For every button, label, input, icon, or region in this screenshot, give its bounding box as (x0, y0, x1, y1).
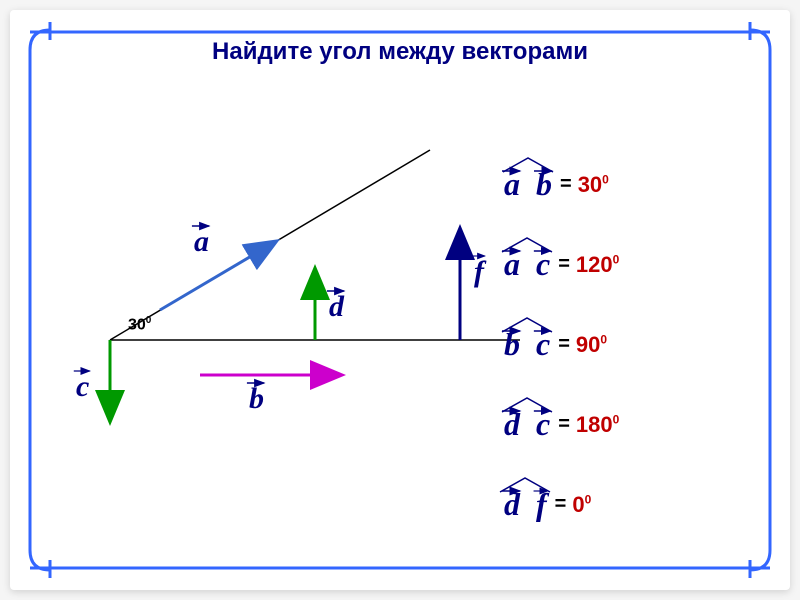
arrow-over-icon (532, 246, 554, 256)
equals-sign: = (558, 333, 570, 356)
degree-superscript: 0 (146, 315, 152, 326)
arrow-over-icon (325, 286, 348, 296)
label-f: f (470, 255, 488, 289)
answer-value: 1800 (576, 412, 619, 438)
arrow-over-icon (532, 166, 556, 176)
answer-value: 300 (578, 172, 609, 198)
arrow-over-icon (500, 166, 524, 176)
arrow-over-icon (532, 326, 554, 336)
arrow-over-icon (245, 378, 268, 388)
arrow-over-icon (532, 406, 554, 416)
vector-pair: d f (500, 488, 551, 520)
arrow-over-icon (500, 486, 524, 496)
arrow-over-icon (532, 486, 551, 496)
label-a: a (190, 225, 213, 259)
equals-sign: = (555, 493, 567, 516)
answer-value: 1200 (576, 252, 619, 278)
equals-sign: = (558, 253, 570, 276)
answer-row: d c = 1800 (500, 360, 730, 440)
answer-row: a b = 300 (500, 120, 730, 200)
arrow-over-icon (500, 326, 524, 336)
angle-label: 300 (128, 315, 151, 334)
answer-row: b c = 900 (500, 280, 730, 360)
arrow-over-icon (470, 251, 488, 261)
answers-column: a b = 300 a c = 1200 b c (500, 120, 730, 520)
arrow-over-icon (500, 246, 524, 256)
label-b: b (245, 382, 268, 416)
arrow-over-icon (72, 366, 93, 376)
label-d: d (325, 290, 348, 324)
answer-row: a c = 1200 (500, 200, 730, 280)
diagram-svg (50, 140, 520, 440)
equals-sign: = (560, 173, 572, 196)
vector-pair: b c (500, 328, 554, 360)
vector-pair: a c (500, 248, 554, 280)
answer-value: 00 (572, 492, 591, 518)
vector-pair: d c (500, 408, 554, 440)
arrow-over-icon (190, 221, 213, 231)
vector-pair: a b (500, 168, 556, 200)
vector-a (160, 242, 275, 310)
equals-sign: = (558, 413, 570, 436)
answer-value: 900 (576, 332, 607, 358)
vector-diagram: 300 a b c d (50, 140, 520, 440)
label-c: c (72, 370, 93, 404)
answer-row: d f = 00 (500, 440, 730, 520)
arrow-over-icon (500, 406, 524, 416)
page-title: Найдите угол между векторами (10, 38, 790, 66)
slide-card: Найдите угол между векторами (10, 10, 790, 590)
